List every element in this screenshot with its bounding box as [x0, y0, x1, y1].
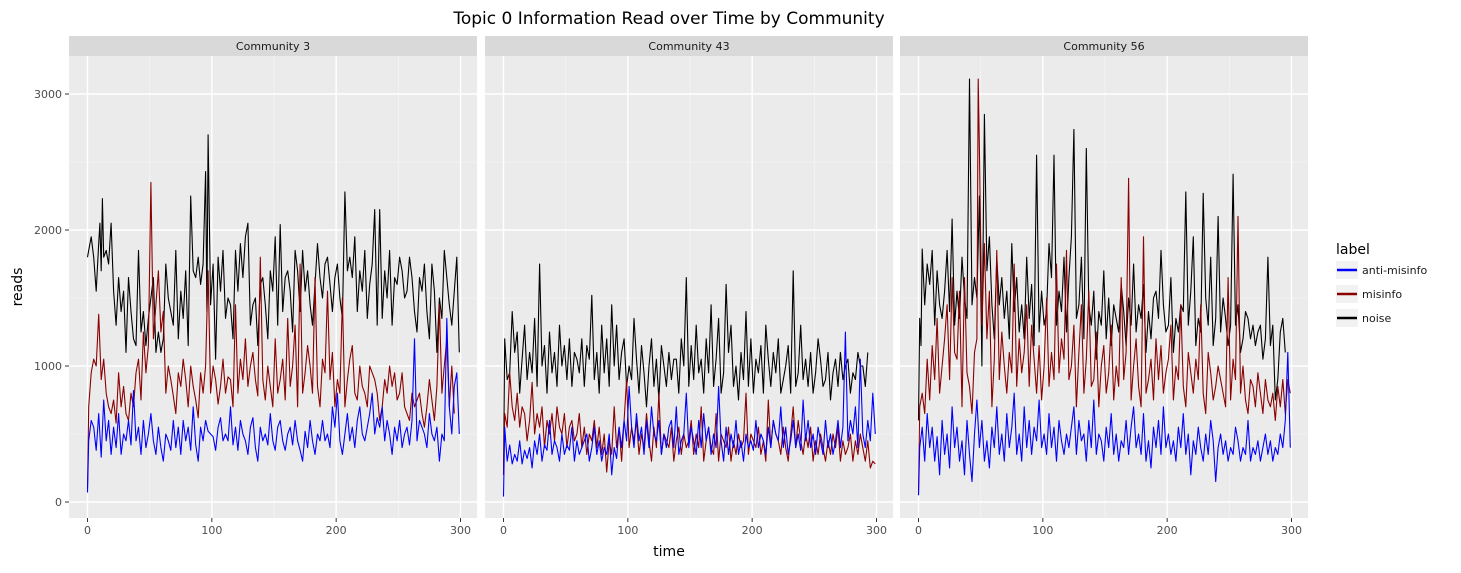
facet-strip-label: Community 3: [236, 40, 310, 53]
facet-panel: Community 56 0 100 200 300: [900, 36, 1308, 537]
facet-strip-label: Community 43: [648, 40, 729, 53]
legend-item: anti-misinfo: [1336, 261, 1427, 279]
series-line-noise: [917, 78, 1286, 421]
series-line-misinfo: [917, 78, 1291, 496]
series-line-anti-misinfo: [86, 317, 460, 493]
series-line-anti-misinfo: [502, 331, 876, 497]
x-tick-label: 100: [201, 524, 222, 537]
x-tick-label: 0: [915, 524, 922, 537]
x-axis-label: time: [653, 544, 685, 560]
series-line-noise: [502, 263, 869, 475]
series-line-noise: [86, 134, 460, 360]
y-tick-label: 3000: [34, 88, 62, 101]
y-axis-label: reads: [10, 268, 26, 307]
facet-strip: [69, 36, 477, 56]
legend-item-label: anti-misinfo: [1362, 264, 1427, 277]
x-tick-label: 300: [1281, 524, 1302, 537]
y-tick-label: 1000: [34, 360, 62, 373]
x-tick-label: 100: [617, 524, 638, 537]
legend-item: noise: [1336, 309, 1391, 327]
facet-strip: [900, 36, 1308, 56]
legend-title: label: [1336, 242, 1370, 258]
x-tick-label: 300: [450, 524, 471, 537]
legend-items: anti-misinfo misinfo noise: [1336, 261, 1427, 327]
x-tick-label: 300: [866, 524, 887, 537]
y-tick-label: 0: [55, 496, 62, 509]
facet-strip: [485, 36, 893, 56]
x-tick-label: 200: [742, 524, 763, 537]
legend-item: misinfo: [1336, 285, 1402, 303]
x-tick-label: 0: [84, 524, 91, 537]
series-line-misinfo: [86, 181, 455, 489]
legend-item-label: noise: [1362, 312, 1391, 325]
legend-item-label: misinfo: [1362, 288, 1402, 301]
facet-panel: Community 43 0 100 200 300: [485, 36, 893, 537]
facet-panels: Community 30 100 200 3000100020003000Commun…: [34, 36, 1308, 537]
y-tick-label: 2000: [34, 224, 62, 237]
x-tick-label: 200: [1157, 524, 1178, 537]
chart-title: Topic 0 Information Read over Time by Co…: [452, 9, 884, 29]
facet-strip-label: Community 56: [1063, 40, 1144, 53]
series-line-anti-misinfo: [917, 351, 1291, 496]
legend: label anti-misinfo misinfo noise: [1336, 242, 1427, 327]
x-tick-label: 0: [500, 524, 507, 537]
x-tick-label: 100: [1032, 524, 1053, 537]
x-tick-label: 200: [326, 524, 347, 537]
